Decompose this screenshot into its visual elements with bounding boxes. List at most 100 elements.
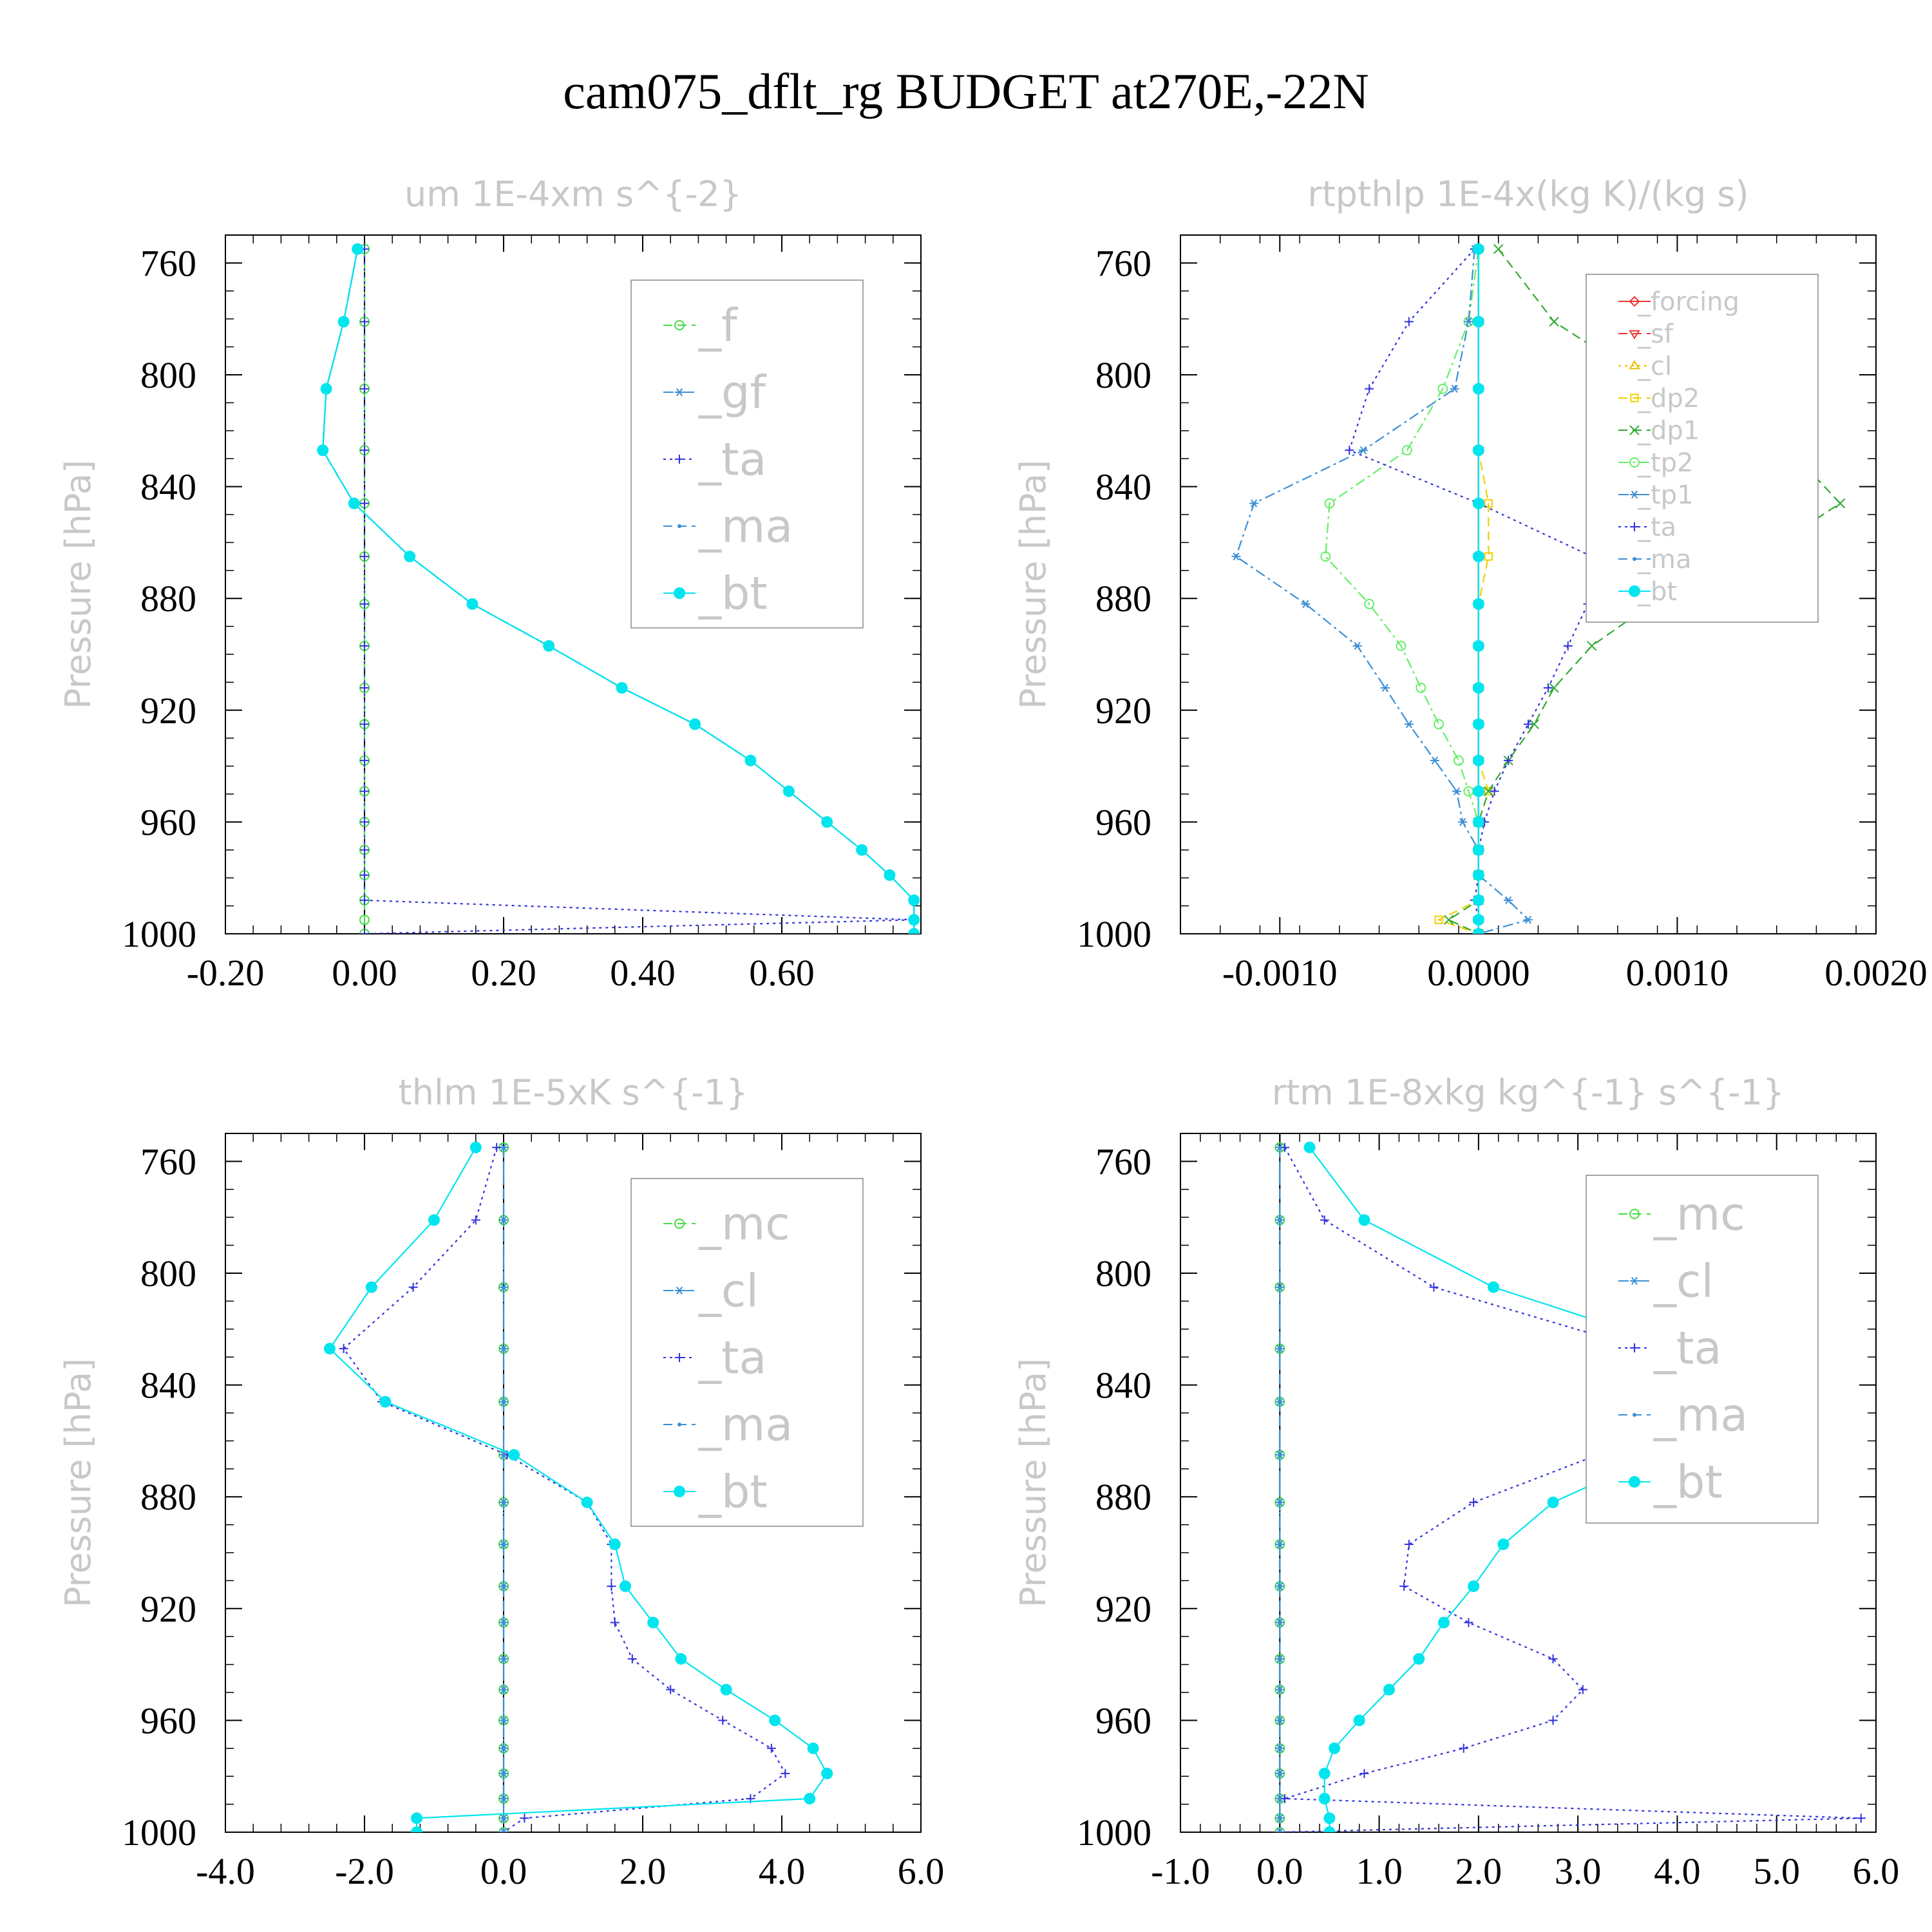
data-point xyxy=(1231,552,1241,561)
panel-title: um 1E-4xm s^{-2} xyxy=(404,174,742,214)
legend-entry: _cl xyxy=(1653,1255,1714,1308)
legend-marker xyxy=(1630,1276,1639,1285)
data-point xyxy=(908,894,920,906)
data-point xyxy=(1454,755,1464,766)
data-point xyxy=(469,1141,482,1153)
data-area xyxy=(1231,243,1846,934)
legend-entry: _ta xyxy=(1653,1322,1721,1375)
data-point xyxy=(360,719,369,729)
data-point xyxy=(1450,384,1459,393)
legend-marker xyxy=(1629,330,1640,339)
data-point xyxy=(508,1449,520,1461)
data-point xyxy=(1278,1145,1282,1150)
data-point xyxy=(1396,640,1406,651)
x-tick-label: 0.00 xyxy=(332,952,397,994)
data-point xyxy=(1320,1215,1329,1225)
data-point xyxy=(1504,755,1513,765)
data-point xyxy=(1529,719,1539,730)
data-point xyxy=(1472,869,1484,881)
data-point xyxy=(908,914,920,926)
data-point xyxy=(1358,1214,1370,1226)
legend-entry: _ta xyxy=(698,1332,766,1385)
figure-title: cam075_dflt_rg BUDGET at270E,-22N xyxy=(563,63,1368,119)
y-axis-label: Pressure [hPa] xyxy=(1013,460,1054,709)
legend-marker xyxy=(675,1353,684,1362)
data-point xyxy=(411,1812,422,1824)
data-point xyxy=(781,1768,790,1778)
data-point xyxy=(502,1218,506,1222)
data-point xyxy=(1278,1687,1282,1692)
data-point xyxy=(1278,1718,1282,1723)
x-tick-label: 6.0 xyxy=(1853,1850,1900,1892)
legend-marker xyxy=(675,388,684,397)
y-tick-label: 920 xyxy=(1095,1588,1151,1630)
x-tick-label: 2.0 xyxy=(1455,1850,1502,1892)
series-line-tp2 xyxy=(1325,249,1479,934)
legend-entry: _ta xyxy=(1637,513,1676,542)
data-point xyxy=(360,641,369,650)
data-point xyxy=(1443,914,1454,925)
y-tick-label: 760 xyxy=(140,242,196,284)
legend-marker xyxy=(1630,490,1639,499)
x-tick-label: 0.0020 xyxy=(1824,952,1927,994)
data-point xyxy=(1472,639,1484,652)
y-tick-label: 960 xyxy=(140,801,196,843)
legend-box xyxy=(1586,274,1819,623)
data-point xyxy=(821,816,833,828)
data-point xyxy=(1399,1582,1409,1591)
x-tick-label: -1.0 xyxy=(1151,1850,1210,1892)
x-tick-label: 4.0 xyxy=(759,1850,806,1892)
data-point xyxy=(1278,1830,1282,1832)
data-point xyxy=(1365,384,1374,393)
y-tick-label: 1000 xyxy=(122,913,196,955)
legend-marker xyxy=(675,1286,684,1295)
data-point xyxy=(581,1496,593,1508)
legend-marker xyxy=(677,1423,681,1426)
data-point xyxy=(1578,1685,1587,1694)
legend-marker xyxy=(1629,360,1640,370)
data-point xyxy=(404,551,416,563)
data-point xyxy=(1380,683,1390,692)
y-tick-label: 960 xyxy=(140,1700,196,1741)
data-point xyxy=(471,1215,480,1225)
data-point xyxy=(1484,552,1493,561)
data-point xyxy=(718,1716,728,1725)
legend: _forcing_sf _cl _dp2 _dp1_tp2_tp1 _ta _ma _bt xyxy=(1586,274,1819,623)
data-point xyxy=(1856,1814,1866,1823)
data-point xyxy=(1416,683,1426,694)
legend-entry: _sf xyxy=(1637,319,1674,349)
data-point xyxy=(1345,446,1354,455)
legend-entry: _f xyxy=(698,299,738,352)
data-point xyxy=(502,1542,506,1546)
data-point xyxy=(360,317,369,327)
legend-entry: _bt xyxy=(1637,577,1677,607)
legend: _mc _cl _ta _ma _bt xyxy=(1586,1175,1819,1524)
y-tick-label: 840 xyxy=(1095,466,1151,508)
data-point xyxy=(317,444,329,457)
data-point xyxy=(1472,444,1484,457)
y-tick-label: 880 xyxy=(1095,578,1151,620)
data-point xyxy=(1280,1142,1289,1152)
y-tick-label: 1000 xyxy=(1077,1812,1151,1853)
data-point xyxy=(1437,1616,1450,1629)
data-point xyxy=(502,1718,506,1723)
data-point xyxy=(620,1580,631,1593)
data-point xyxy=(502,1500,506,1504)
data-point xyxy=(1472,497,1484,509)
data-point xyxy=(1329,1742,1341,1754)
data-point xyxy=(1278,1656,1282,1661)
data-point xyxy=(1278,1796,1282,1801)
data-point xyxy=(1359,1768,1369,1778)
data-point xyxy=(1278,1542,1282,1546)
x-tick-label: 0.0010 xyxy=(1626,952,1729,994)
legend-entry: _ma xyxy=(1637,545,1691,574)
legend-entry: _gf xyxy=(698,366,766,419)
data-point xyxy=(607,1582,616,1591)
data-point xyxy=(360,929,369,934)
legend-box xyxy=(1586,1175,1819,1524)
data-point xyxy=(1547,1496,1559,1508)
y-tick-label: 800 xyxy=(140,1253,196,1294)
data-point xyxy=(1437,383,1448,394)
data-point xyxy=(666,1685,676,1694)
data-point xyxy=(821,1767,833,1779)
